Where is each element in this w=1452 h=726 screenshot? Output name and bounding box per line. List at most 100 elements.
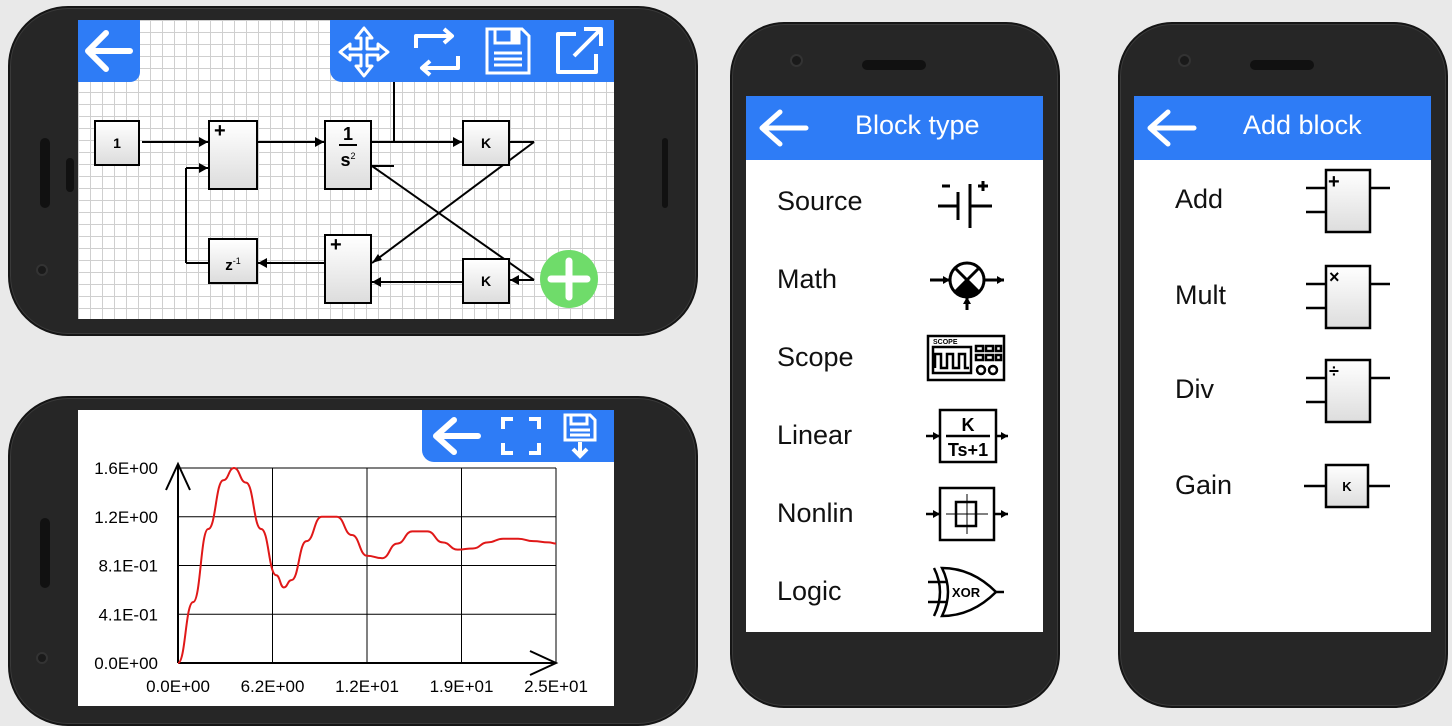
back-arrow-icon[interactable] bbox=[428, 412, 486, 460]
gain-block-1[interactable]: K bbox=[462, 120, 510, 166]
add-symbol: + bbox=[1328, 171, 1340, 193]
sum-block-1[interactable]: + bbox=[208, 120, 258, 190]
back-arrow-icon bbox=[85, 30, 133, 72]
integrator-denominator: s2 bbox=[326, 146, 370, 170]
fullscreen-icon[interactable] bbox=[500, 416, 542, 456]
item-label: Logic bbox=[777, 576, 842, 606]
add-block-fab[interactable] bbox=[540, 250, 598, 308]
speaker-grille-right bbox=[662, 138, 668, 208]
item-label: Scope bbox=[777, 342, 854, 372]
block-type-item-scope[interactable]: Scope SCOPE bbox=[746, 320, 1043, 398]
double-integrator-block[interactable]: 1 s2 bbox=[324, 120, 372, 190]
y-axis-arrow bbox=[165, 461, 191, 491]
chart-series bbox=[177, 466, 557, 664]
front-camera bbox=[36, 264, 48, 276]
front-camera bbox=[790, 54, 803, 67]
battery-icon bbox=[938, 181, 992, 228]
y-tick-label: 8.1E-01 bbox=[98, 557, 158, 576]
back-arrow-icon[interactable] bbox=[1144, 106, 1200, 150]
page-title: Block type bbox=[855, 110, 980, 140]
integrator-exponent: 2 bbox=[350, 151, 356, 161]
add-block-item-add[interactable]: Add + bbox=[1134, 166, 1431, 238]
series-line-0 bbox=[177, 466, 557, 664]
x-tick-label: 0.0E+00 bbox=[146, 677, 210, 696]
add-block-screen: Add block Add + Mult × Div bbox=[1134, 96, 1431, 632]
export-icon[interactable] bbox=[552, 24, 606, 78]
block-type-item-math[interactable]: Math bbox=[746, 242, 1043, 320]
oscilloscope-icon: SCOPE bbox=[926, 334, 1006, 382]
page-title: Add block bbox=[1243, 110, 1362, 140]
save-icon[interactable] bbox=[484, 26, 532, 76]
y-tick-label: 4.1E-01 bbox=[98, 605, 158, 624]
tf-denominator: Ts+1 bbox=[948, 440, 988, 460]
add-icon bbox=[547, 257, 591, 301]
div-block-icon: ÷ bbox=[1306, 358, 1390, 424]
front-camera bbox=[36, 652, 48, 664]
chart-axes bbox=[165, 461, 559, 676]
sum-sign: + bbox=[214, 120, 226, 142]
side-sensor bbox=[66, 158, 74, 192]
plot-toolbar bbox=[422, 410, 614, 462]
delay-block[interactable]: z-1 bbox=[208, 238, 258, 284]
add-block-item-div[interactable]: Div ÷ bbox=[1134, 356, 1431, 428]
item-label: Linear bbox=[777, 420, 853, 450]
add-block-appbar: Add block bbox=[1134, 96, 1431, 160]
gain-block-2[interactable]: K bbox=[462, 258, 510, 304]
hysteresis-icon bbox=[926, 486, 1008, 542]
editor-toolbar bbox=[330, 20, 614, 82]
item-label: Source bbox=[777, 186, 863, 216]
block-type-appbar: Block type bbox=[746, 96, 1043, 160]
x-tick-label: 1.9E+01 bbox=[430, 677, 494, 696]
x-tick-label: 2.5E+01 bbox=[524, 677, 588, 696]
save-plot-icon[interactable] bbox=[562, 412, 598, 460]
sum-sign: + bbox=[330, 234, 342, 256]
back-arrow-icon[interactable] bbox=[756, 106, 812, 150]
tf-numerator: K bbox=[962, 415, 975, 435]
delay-exponent: -1 bbox=[232, 256, 241, 266]
block-type-item-source[interactable]: Source bbox=[746, 164, 1043, 242]
div-symbol: ÷ bbox=[1329, 361, 1339, 381]
earpiece bbox=[862, 60, 926, 70]
y-tick-label: 0.0E+00 bbox=[94, 654, 158, 673]
item-label: Math bbox=[777, 264, 838, 294]
editor-back-button[interactable] bbox=[78, 20, 140, 82]
block-type-item-linear[interactable]: Linear K Ts+1 bbox=[746, 398, 1043, 476]
transfer-function-icon: K Ts+1 bbox=[926, 408, 1008, 464]
gain-label: K bbox=[480, 273, 492, 289]
gain-block-icon: K bbox=[1304, 463, 1390, 509]
x-tick-label: 1.2E+01 bbox=[335, 677, 399, 696]
block-type-item-logic[interactable]: Logic XOR bbox=[746, 554, 1043, 632]
plot-screen: 0.0E+00 6.2E+00 1.2E+01 1.9E+01 2.5E+01 1.6E+… bbox=[78, 410, 614, 706]
rotate-icon[interactable] bbox=[410, 26, 464, 78]
editor-screen: 1 + 1 s2 K z-1 + K bbox=[78, 20, 614, 319]
mult-symbol: × bbox=[1329, 267, 1340, 287]
add-block-item-mult[interactable]: Mult × bbox=[1134, 262, 1431, 334]
block-type-item-nonlin[interactable]: Nonlin bbox=[746, 476, 1043, 554]
y-tick-label: 1.6E+00 bbox=[94, 459, 158, 478]
constant-value: 1 bbox=[113, 135, 121, 151]
summing-junction-icon bbox=[930, 261, 1004, 310]
speaker-grille bbox=[40, 518, 50, 588]
constant-block[interactable]: 1 bbox=[94, 120, 140, 166]
add-block-item-gain[interactable]: Gain K bbox=[1134, 458, 1431, 518]
move-icon[interactable] bbox=[336, 24, 392, 80]
item-label: Nonlin bbox=[777, 498, 854, 528]
add-block-icon: + bbox=[1306, 168, 1390, 234]
item-label: Mult bbox=[1175, 280, 1227, 310]
chart-grid bbox=[177, 467, 557, 664]
earpiece bbox=[1250, 60, 1314, 70]
speaker-grille bbox=[40, 138, 50, 208]
integrator-numerator: 1 bbox=[339, 124, 357, 146]
block-type-screen: Block type Source Math Scope bbox=[746, 96, 1043, 632]
response-chart: 0.0E+00 6.2E+00 1.2E+01 1.9E+01 2.5E+01 1.6E+… bbox=[94, 459, 588, 696]
integrator-s: s bbox=[340, 150, 351, 170]
sum-block-2[interactable]: + bbox=[324, 234, 372, 304]
scope-icon-label: SCOPE bbox=[933, 339, 958, 346]
item-label: Add bbox=[1175, 184, 1224, 214]
x-tick-label: 6.2E+00 bbox=[241, 677, 305, 696]
front-camera bbox=[1178, 54, 1191, 67]
item-label: Gain bbox=[1175, 470, 1233, 500]
delay-z: z bbox=[225, 257, 233, 274]
chart-tick-labels: 0.0E+00 6.2E+00 1.2E+01 1.9E+01 2.5E+01 1.6E+… bbox=[94, 459, 588, 696]
gain-symbol: K bbox=[1342, 479, 1352, 494]
